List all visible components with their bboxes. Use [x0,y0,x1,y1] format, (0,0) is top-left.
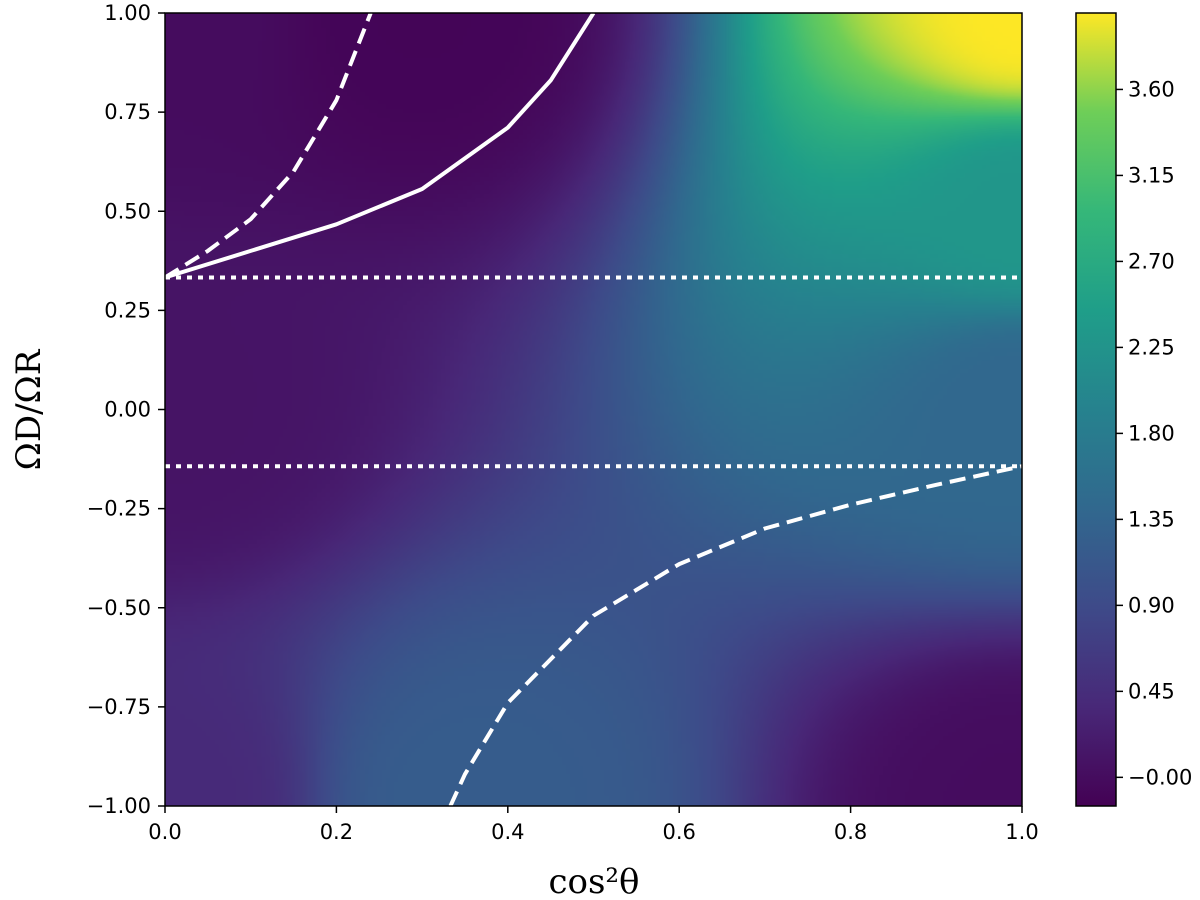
y-tick-label: −0.25 [87,497,151,521]
overlay-curve-solid-0 [165,13,596,280]
y-axis-label: ΩD/ΩR [9,348,49,470]
x-tick-label: 0.4 [491,820,524,844]
y-tick-label: −0.75 [87,695,151,719]
x-axis-ticks: 0.0 0.2 0.4 0.6 0.8 1.0 [148,806,1039,844]
y-axis-ticks: −1.00 −0.75 −0.50 −0.25 0.00 0.25 0.50 0.75 1.00 [87,1,165,818]
colorbar-tick-label: 0.45 [1128,679,1175,703]
colorbar-tick-label: 3.60 [1128,77,1175,101]
colorbar-tick-label: 2.70 [1128,249,1175,273]
y-tick-label: 0.75 [104,100,151,124]
overlay-curves [165,13,1022,806]
x-tick-label: 0.8 [834,820,867,844]
colorbar-tick-label: 0.90 [1128,593,1175,617]
x-tick-label: 0.2 [320,820,353,844]
y-tick-label: −1.00 [87,794,151,818]
overlay-curve-dashed-2 [448,464,1022,806]
heatmap-field [165,13,1022,806]
colorbar [1075,12,1117,807]
x-tick-label: 0.0 [148,820,181,844]
y-tick-label: −0.50 [87,596,151,620]
y-tick-label: 0.25 [104,298,151,322]
overlay-curve-dashed-1 [165,13,373,280]
x-tick-label: 1.0 [1005,820,1038,844]
x-axis-label: cos²θ [548,862,639,900]
colorbar-tick-label: 1.35 [1128,507,1175,531]
colorbar-tick-label: 3.15 [1128,163,1175,187]
y-tick-label: 1.00 [104,1,151,25]
x-tick-label: 0.6 [662,820,695,844]
colorbar-tick-label: 2.25 [1128,335,1175,359]
y-tick-label: 0.00 [104,398,151,422]
y-tick-label: 0.50 [104,199,151,223]
colorbar-ticks: −0.00 0.45 0.90 1.35 1.80 2.25 2.70 3.15 3.60 [1116,77,1192,789]
colorbar-tick-label: −0.00 [1128,765,1192,789]
colorbar-tick-label: 1.80 [1128,421,1175,445]
